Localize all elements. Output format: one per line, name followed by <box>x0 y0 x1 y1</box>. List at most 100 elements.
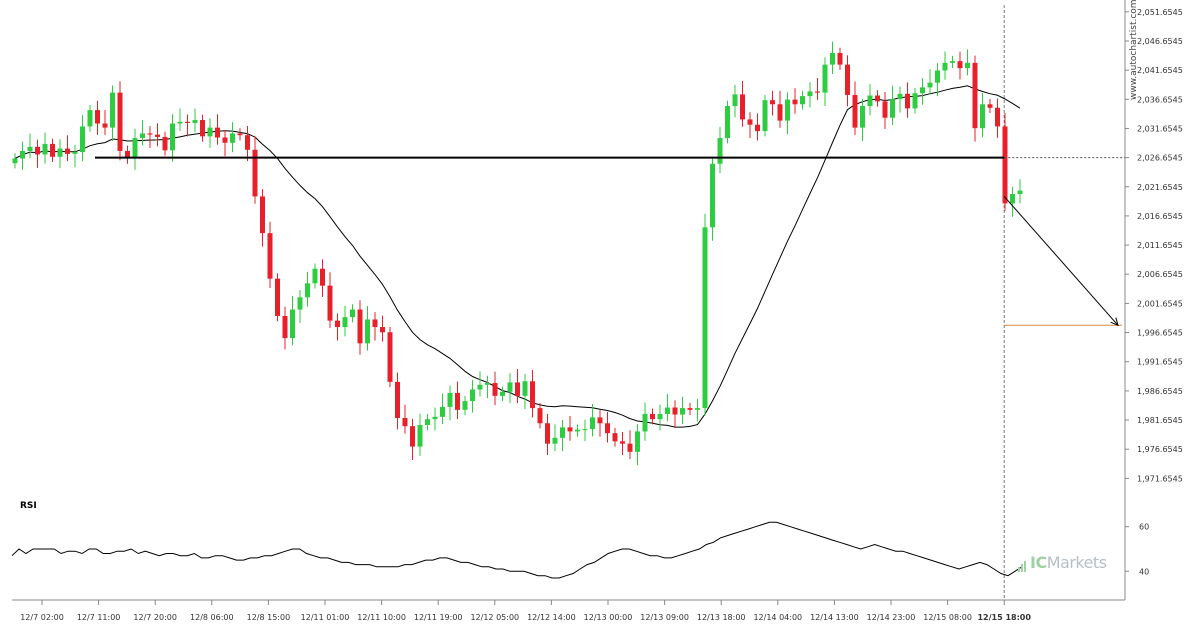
candle-body <box>42 143 48 155</box>
candle-body <box>350 309 355 318</box>
candle-body <box>320 268 325 286</box>
y-tick-label: 2,051.6545 <box>1137 8 1183 17</box>
y-tick-label: 1,971.6545 <box>1137 474 1183 483</box>
candle-body <box>875 95 880 102</box>
candle-body <box>860 106 865 128</box>
candle-body <box>755 124 760 132</box>
candle-body <box>920 87 925 94</box>
candle-body <box>297 297 303 310</box>
candle-body <box>957 61 963 69</box>
candle-body <box>432 416 438 420</box>
candle-body <box>222 137 228 143</box>
logo-bars-icon <box>1018 553 1027 572</box>
candle-body <box>110 92 115 128</box>
candle-body <box>395 381 400 419</box>
x-tick-label: 12/11 10:00 <box>357 613 406 622</box>
candle-body <box>507 382 513 392</box>
y-tick-label: 2,031.6545 <box>1137 124 1183 133</box>
candle-body <box>177 121 183 124</box>
candle-body <box>612 433 618 442</box>
candle-body <box>605 423 610 434</box>
x-tick-label: 12/13 00:00 <box>584 613 633 622</box>
candle-body <box>372 319 378 328</box>
y-tick-label: 2,016.6545 <box>1137 212 1183 221</box>
candle-body <box>710 163 715 228</box>
candle-body <box>777 104 783 121</box>
candle-body <box>522 381 528 396</box>
candle-body <box>747 119 753 125</box>
candle-body <box>72 152 78 154</box>
candle-body <box>965 62 970 69</box>
candle-body <box>537 408 543 424</box>
candle-body <box>80 126 85 153</box>
candle-body <box>942 62 948 71</box>
candle-body <box>1002 126 1008 204</box>
x-tick-label: 12/11 19:00 <box>414 613 463 622</box>
candle-body <box>485 383 490 385</box>
candle-body <box>732 94 738 107</box>
candle-body <box>35 146 40 155</box>
candle-body <box>387 332 393 382</box>
candle-body <box>132 138 138 159</box>
y-tick-label: 1,991.6545 <box>1137 358 1183 367</box>
candle-body <box>50 143 55 157</box>
candle-body <box>140 133 145 139</box>
candle-body <box>57 148 63 157</box>
candle-body <box>837 52 843 65</box>
y-tick-label: 2,046.6545 <box>1137 37 1183 46</box>
candle-body <box>560 427 565 438</box>
candle-body <box>740 94 745 120</box>
candle-body <box>912 93 918 109</box>
candle-body <box>102 123 108 128</box>
candle-body <box>852 94 858 128</box>
y-tick-label: 1,996.6545 <box>1137 329 1183 338</box>
candle-body <box>995 107 1000 127</box>
candle-body <box>492 383 498 396</box>
logo-suffix: Markets <box>1046 553 1107 572</box>
candle-body <box>642 413 648 432</box>
y-tick-label: 2,026.6545 <box>1137 154 1183 163</box>
projection-arrow-head <box>1110 317 1119 327</box>
x-tick-label: 12/12 05:00 <box>470 613 519 622</box>
y-tick-label: 1,986.6545 <box>1137 387 1183 396</box>
candle-body <box>207 127 213 137</box>
x-tick-label: 12/14 13:00 <box>810 613 859 622</box>
candle-body <box>95 110 100 124</box>
y-tick-label: 2,041.6545 <box>1137 66 1183 75</box>
candle-body <box>882 101 888 118</box>
candle-body <box>417 425 423 447</box>
candle-body <box>530 381 535 409</box>
candle-body <box>807 91 813 97</box>
x-tick-label: 12/8 06:00 <box>190 613 234 622</box>
x-tick-label: 12/7 11:00 <box>77 613 121 622</box>
candle-body <box>147 133 153 135</box>
y-tick-label: 2,036.6545 <box>1137 95 1183 104</box>
candle-body <box>905 93 910 109</box>
candle-body <box>620 441 625 444</box>
candle-body <box>305 283 310 298</box>
x-axis-time: 12/7 02:00 12/7 11:00 12/7 20:00 12/8 06:00… <box>12 5 1125 622</box>
candle-body <box>87 110 93 127</box>
candle-body <box>245 135 250 150</box>
candle-body <box>327 285 333 321</box>
y-tick-label: 1,976.6545 <box>1137 445 1183 454</box>
candle-body <box>822 64 828 93</box>
candle-body <box>275 278 280 316</box>
candle-body <box>695 408 700 410</box>
candle-body <box>770 100 775 105</box>
candle-body <box>312 268 318 284</box>
rsi-tick-label: 40 <box>1139 567 1149 576</box>
candle-body <box>162 136 168 151</box>
candle-body <box>635 431 640 452</box>
candle-body <box>170 123 175 151</box>
y-tick-label: 2,001.6545 <box>1137 299 1183 308</box>
projection-arrow-line <box>1003 196 1119 326</box>
candle-body <box>215 127 220 138</box>
candle-body <box>440 406 445 417</box>
candle-body <box>987 104 993 108</box>
candle-body <box>950 61 955 63</box>
candle-body <box>515 382 520 396</box>
candle-body <box>65 148 70 154</box>
candle-body <box>380 327 385 333</box>
candle-body <box>410 426 415 447</box>
